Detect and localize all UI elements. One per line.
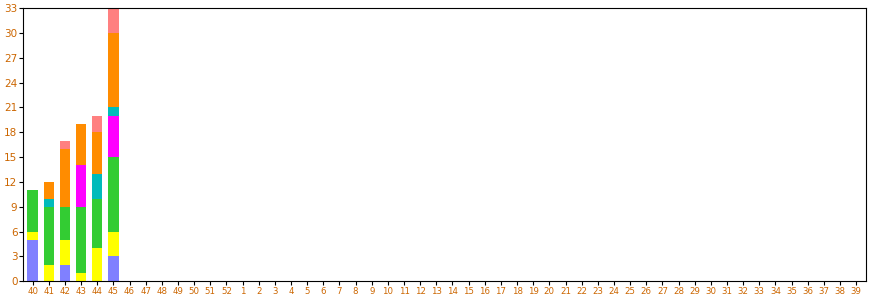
Bar xyxy=(76,124,86,165)
Bar xyxy=(60,141,70,149)
Bar xyxy=(92,116,103,132)
Bar xyxy=(92,199,103,248)
Bar xyxy=(43,207,54,265)
Bar xyxy=(60,207,70,240)
Bar xyxy=(28,232,38,240)
Bar xyxy=(43,199,54,207)
Bar xyxy=(43,265,54,281)
Bar xyxy=(76,207,86,273)
Bar xyxy=(28,240,38,281)
Bar xyxy=(76,165,86,207)
Bar xyxy=(60,149,70,207)
Bar xyxy=(108,0,118,33)
Bar xyxy=(108,116,118,157)
Bar xyxy=(76,273,86,281)
Bar xyxy=(92,174,103,199)
Bar xyxy=(108,232,118,256)
Bar xyxy=(43,182,54,199)
Bar xyxy=(108,107,118,116)
Bar xyxy=(92,132,103,174)
Bar xyxy=(60,240,70,265)
Bar xyxy=(108,256,118,281)
Bar xyxy=(60,265,70,281)
Bar xyxy=(108,33,118,107)
Bar xyxy=(92,248,103,281)
Bar xyxy=(28,190,38,232)
Bar xyxy=(108,157,118,232)
